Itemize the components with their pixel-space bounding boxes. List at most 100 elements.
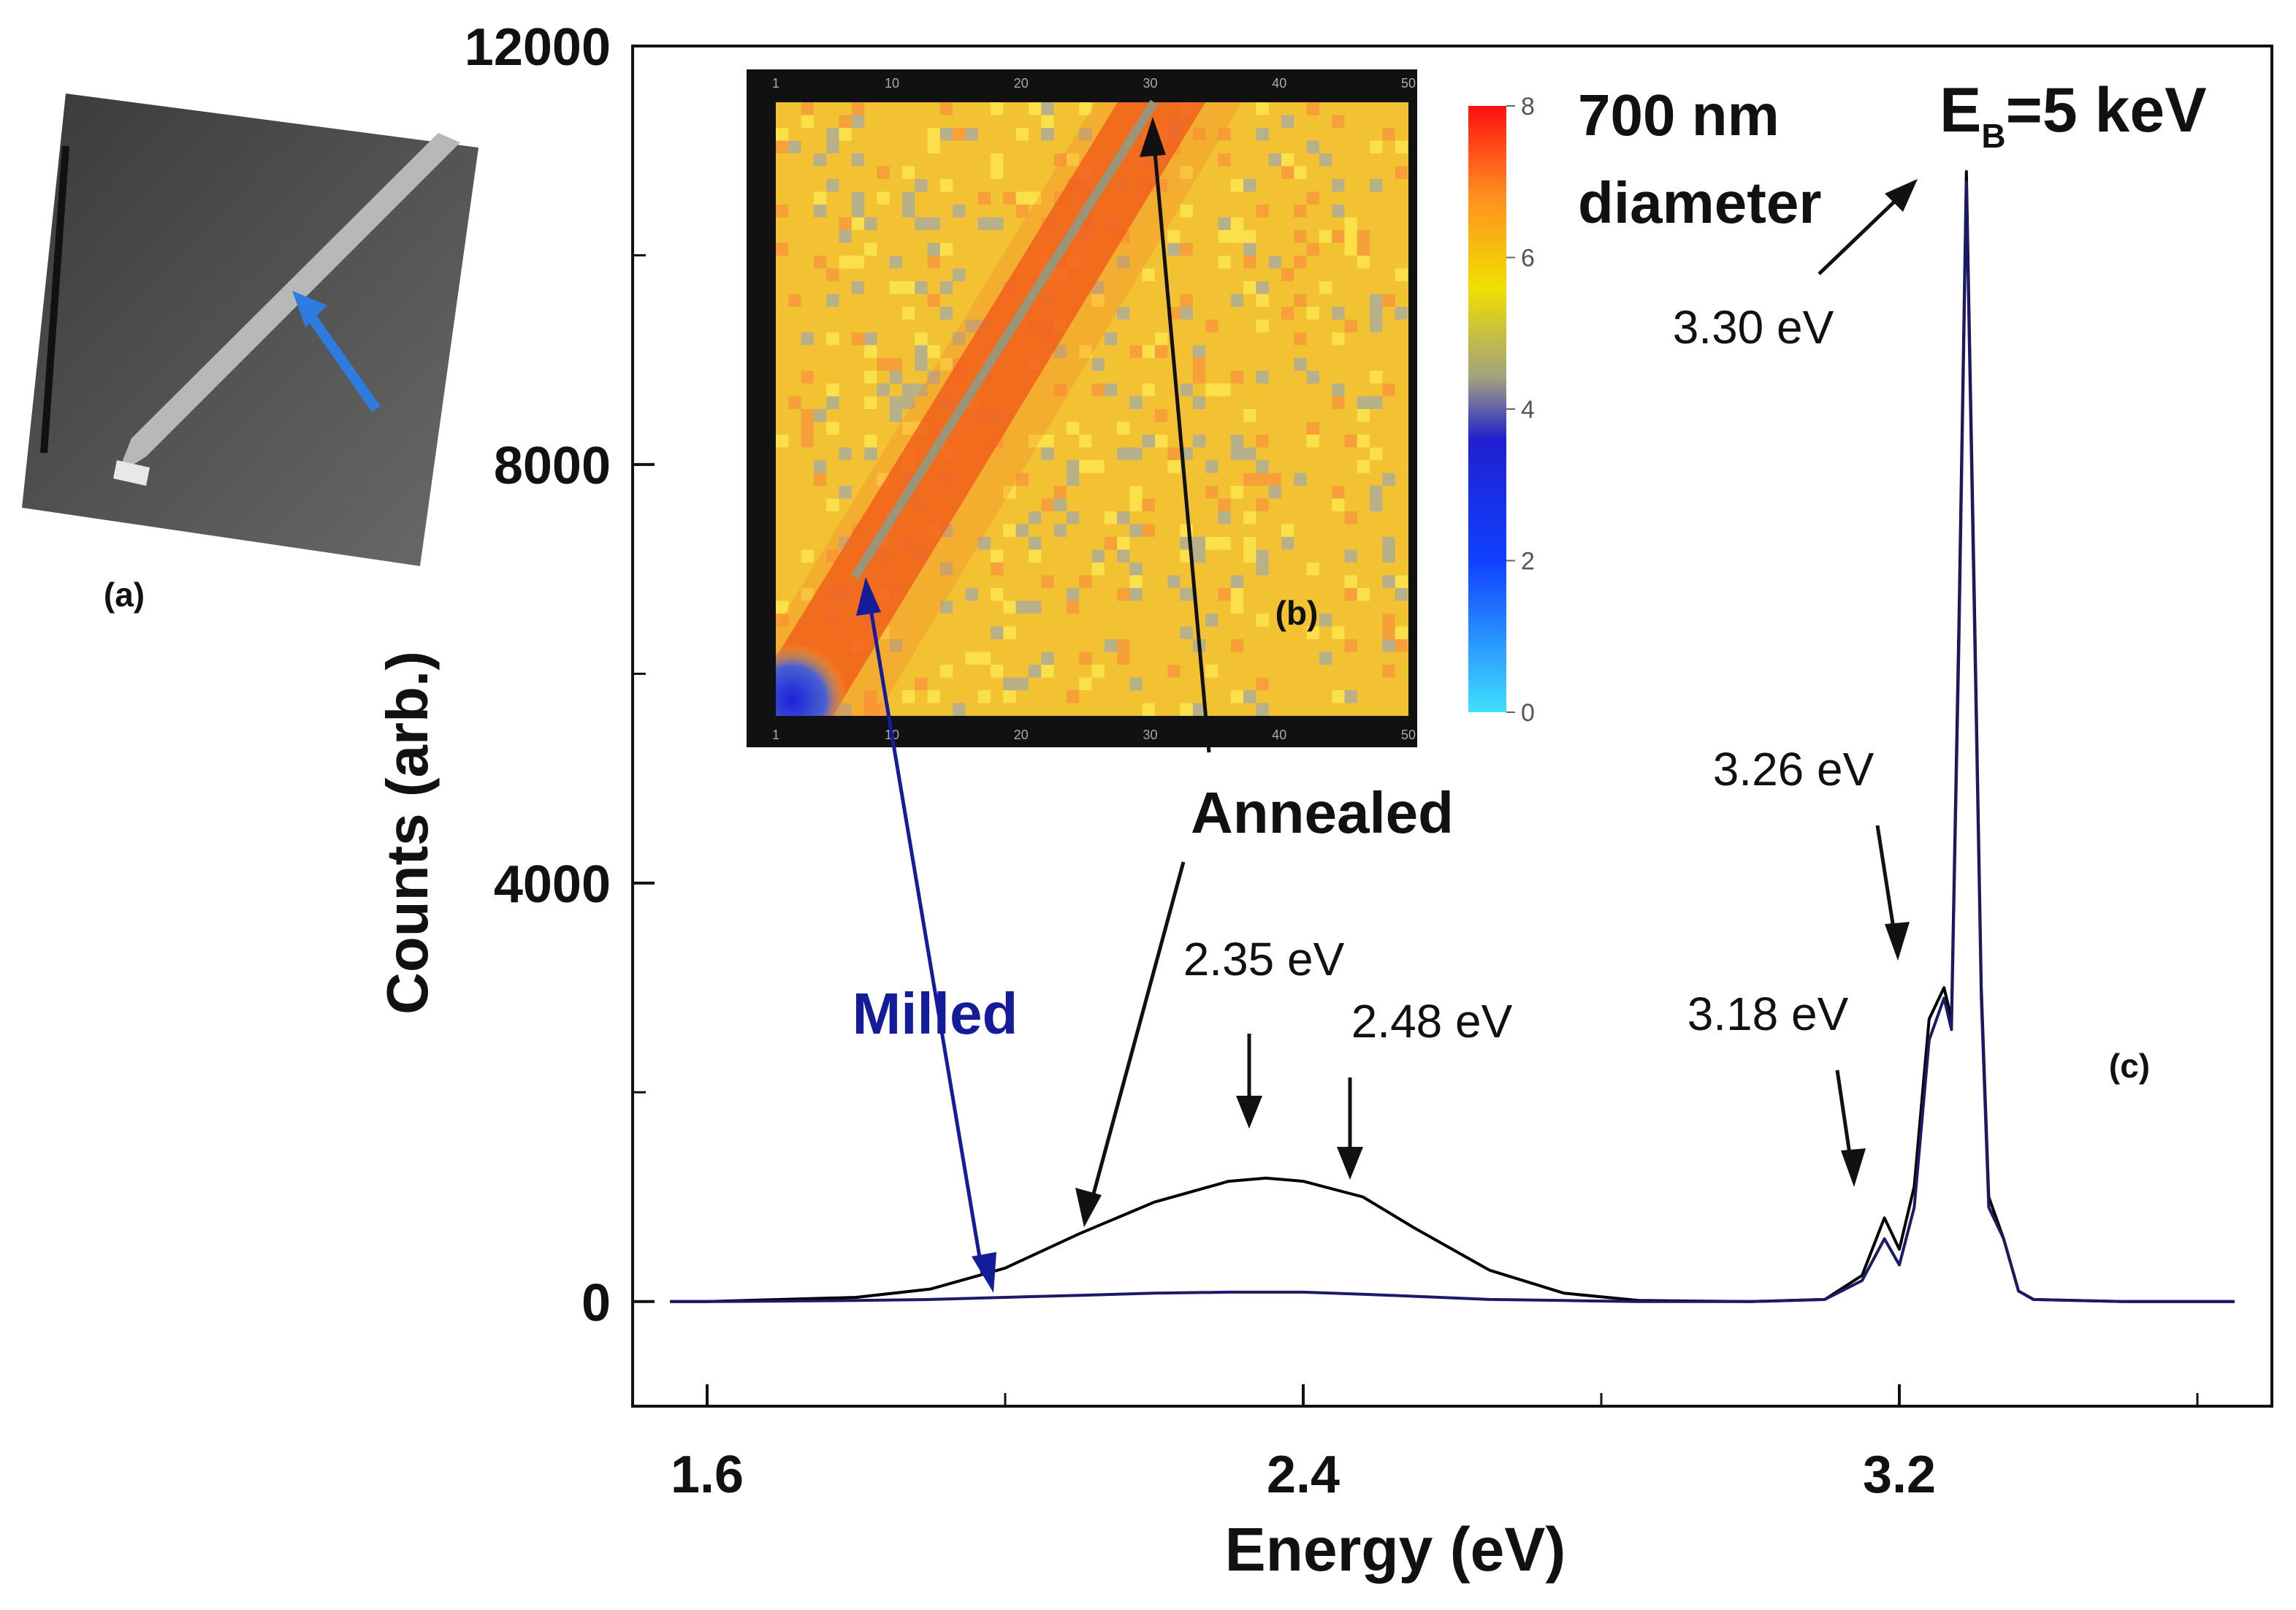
y-axis-label: Counts (arb.) [375,651,440,1015]
arrow-milled-map [866,591,985,1275]
map-noise-pixel [1306,191,1319,205]
map-noise-pixel [1180,703,1193,716]
map-noise-pixel [1192,396,1206,409]
map-top-tick-0: 1 [772,76,779,91]
map-noise-pixel [1104,332,1118,346]
arrowhead-235 [1236,1096,1262,1129]
map-noise-pixel [1155,409,1168,422]
map-noise-pixel [1306,562,1319,576]
map-noise-pixel [1319,153,1332,167]
map-noise-pixel [1053,524,1067,537]
arrow-annealed-curve [1086,861,1186,1213]
map-noise-pixel [991,102,1004,115]
map-bottom-tick-4: 40 [1272,728,1286,742]
map-noise-pixel [851,205,865,218]
map-noise-pixel [902,191,915,205]
map-noise-pixel [1167,460,1181,473]
map-noise-pixel [889,396,902,409]
map-noise-pixel [1294,166,1307,179]
arrow-326 [1875,825,1898,943]
map-noise-pixel [877,358,890,371]
map-noise-pixel [801,435,814,448]
map-noise-pixel [1243,549,1256,562]
map-noise-pixel [1003,524,1016,537]
map-noise-pixel [1230,179,1244,192]
map-axis-ticks: 1110102020303040405050 [772,76,1416,742]
beam-energy-label: EB=5 keV [1940,75,2207,155]
map-noise-pixel [1332,307,1345,320]
map-noise-pixel [1230,370,1244,384]
map-noise-pixel [1218,588,1231,601]
map-noise-pixel [1294,332,1307,346]
x-tick-label-2: 3.2 [1863,1446,1936,1504]
map-noise-pixel [1306,243,1319,256]
map-noise-pixel [1370,179,1383,192]
map-noise-pixel [1332,115,1345,128]
map-noise-pixel [1142,268,1155,281]
map-noise-pixel [1192,435,1206,448]
map-noise-pixel [915,332,928,346]
map-noise-pixel [1079,460,1092,473]
sem-nanowire-tip [113,460,150,486]
map-noise-pixel [1243,409,1256,422]
map-noise-pixel [1357,588,1370,601]
map-noise-pixel [1218,537,1231,550]
map-noise-pixel [1382,639,1395,652]
map-noise-pixel [1319,652,1332,665]
map-noise-pixel [1192,703,1206,716]
map-noise-pixel [889,358,902,371]
map-noise-pixel [1029,600,1042,614]
map-noise-pixel [939,358,953,371]
map-noise-pixel [889,281,902,294]
map-noise-pixel [991,562,1004,576]
map-noise-pixel [801,421,814,435]
map-noise-pixel [991,588,1004,601]
map-noise-pixel [864,243,877,256]
map-noise-pixel [1129,677,1143,690]
map-noise-pixel [801,102,814,115]
map-noise-pixel [1091,562,1105,576]
map-noise-pixel [1243,179,1256,192]
map-noise-pixel [1332,626,1345,639]
map-noise-pixel [1243,511,1256,524]
map-noise-pixel [1015,677,1029,690]
map-noise-pixel [851,153,865,167]
map-noise-pixel [1268,153,1281,167]
map-noise-pixel [1029,435,1042,448]
map-noise-pixel [813,409,827,422]
map-noise-pixel [1205,319,1218,332]
diameter-line1: 700 nm [1578,83,1780,148]
map-noise-pixel [1344,690,1357,703]
map-noise-pixel [877,166,890,179]
map-noise-pixel [1192,358,1206,371]
map-noise-pixel [801,115,814,128]
map-noise-pixel [1015,600,1029,614]
map-noise-pixel [1395,307,1408,320]
map-noise-pixel [1243,230,1256,243]
annotation-e330: 3.30 eV [1673,301,1834,354]
map-noise-pixel [927,256,940,269]
map-noise-pixel [839,217,852,230]
annotation-e248: 2.48 eV [1351,995,1513,1048]
colorbar-tick-label-1: 2 [1521,548,1535,576]
map-noise-pixel [1218,153,1231,167]
map-noise-pixel [788,294,801,307]
map-noise-pixel [1395,626,1408,639]
map-noise-pixel [991,665,1004,678]
arrowhead-annealed-map [1140,117,1166,157]
map-noise-pixel [915,358,928,371]
map-noise-pixel [1357,435,1370,448]
map-noise-pixel [927,294,940,307]
map-noise-pixel [1117,307,1130,320]
map-noise-pixel [1079,575,1092,588]
map-noise-pixel [1218,384,1231,397]
map-noise-pixel [1256,102,1269,115]
map-noise-pixel [1332,230,1345,243]
map-noise-pixel [1306,435,1319,448]
map-noise-pixel [1306,307,1319,320]
map-noise-pixel [1370,307,1383,320]
map-noise-pixel [1281,524,1294,537]
map-noise-pixel [1180,307,1193,320]
map-noise-pixel [1256,205,1269,218]
